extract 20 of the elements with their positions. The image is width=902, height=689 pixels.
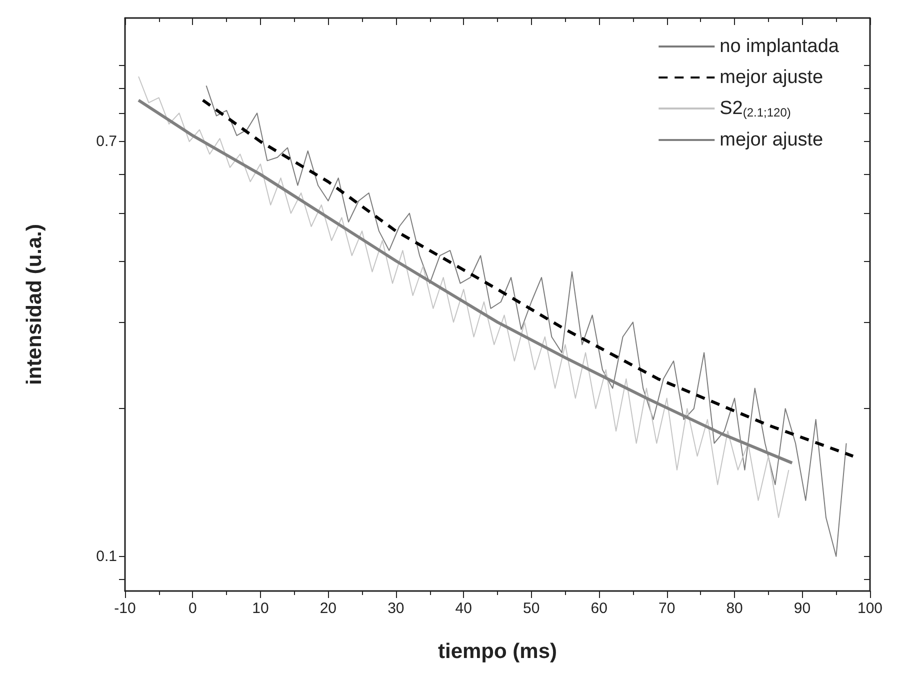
line-series [201,98,855,458]
x-tick-label: 90 [794,600,811,617]
x-tick-label: 40 [455,600,472,617]
x-tick-label: -10 [114,600,136,617]
x-axis-title: tiempo (ms) [438,640,558,663]
x-tick-label: 60 [590,600,608,617]
y-tick-label: 0.1 [96,548,117,565]
x-tick-label: 30 [388,600,404,617]
y-tick-label: 0.7 [96,133,117,150]
x-tick-label: 10 [252,600,269,617]
legend-label: mejor ajuste [720,67,824,88]
x-tick-label: 100 [857,600,883,617]
y-axis-title: intensidad (u.a.) [23,224,46,386]
legend-label: no implantada [720,36,840,57]
x-tick-label: 0 [188,600,197,617]
x-tick-label: 50 [523,600,540,617]
legend-label: mejor ajuste [720,130,824,150]
x-tick-label: 80 [726,600,743,617]
x-tick-label: 70 [658,600,676,617]
x-tick-label: 20 [320,600,337,617]
